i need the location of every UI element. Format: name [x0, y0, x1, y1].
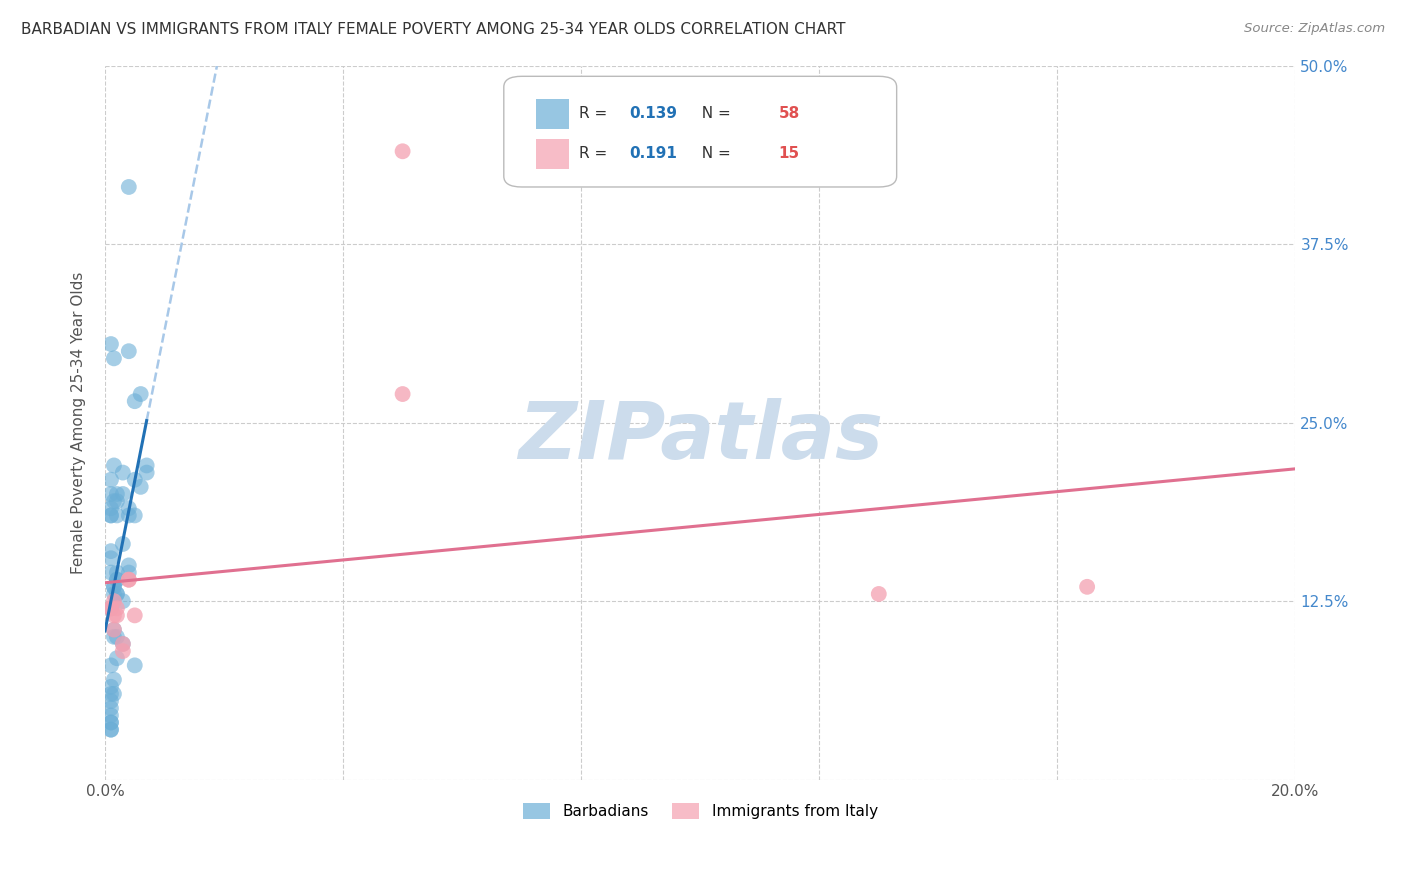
Point — [124, 608, 146, 623]
Text: 58: 58 — [779, 106, 800, 121]
Point — [103, 673, 125, 687]
Point — [129, 387, 152, 401]
Point — [124, 508, 146, 523]
Point — [111, 537, 134, 551]
Text: N =: N = — [692, 146, 735, 161]
Point — [100, 680, 122, 694]
Point — [100, 694, 122, 708]
Point — [100, 337, 122, 351]
Point — [105, 494, 128, 508]
Point — [1076, 580, 1098, 594]
Point — [100, 708, 122, 723]
Point — [111, 487, 134, 501]
Point — [868, 587, 890, 601]
Point — [111, 644, 134, 658]
Point — [100, 473, 122, 487]
Point — [100, 501, 122, 516]
Point — [105, 608, 128, 623]
Point — [105, 487, 128, 501]
Point — [105, 601, 128, 615]
Text: R =: R = — [579, 146, 612, 161]
Point — [135, 466, 157, 480]
Point — [111, 637, 134, 651]
Point — [100, 601, 122, 615]
Point — [105, 651, 128, 665]
Point — [391, 145, 413, 159]
Point — [118, 180, 141, 194]
Point — [103, 458, 125, 473]
Point — [105, 573, 128, 587]
Point — [105, 630, 128, 644]
Point — [100, 715, 122, 730]
Point — [103, 494, 125, 508]
Point — [100, 687, 122, 701]
Point — [100, 701, 122, 715]
Point — [103, 623, 125, 637]
Point — [124, 394, 146, 409]
Point — [118, 344, 141, 359]
Point — [105, 566, 128, 580]
Point — [103, 623, 125, 637]
Text: ZIPatlas: ZIPatlas — [517, 398, 883, 476]
Point — [118, 566, 141, 580]
Legend: Barbadians, Immigrants from Italy: Barbadians, Immigrants from Italy — [516, 797, 884, 825]
Text: Source: ZipAtlas.com: Source: ZipAtlas.com — [1244, 22, 1385, 36]
Point — [100, 658, 122, 673]
Point — [100, 601, 122, 615]
Point — [105, 587, 128, 601]
Point — [111, 637, 134, 651]
Point — [100, 723, 122, 737]
Point — [135, 458, 157, 473]
Y-axis label: Female Poverty Among 25-34 Year Olds: Female Poverty Among 25-34 Year Olds — [72, 271, 86, 574]
Point — [100, 487, 122, 501]
Point — [103, 580, 125, 594]
Point — [118, 573, 141, 587]
Point — [105, 508, 128, 523]
Point — [118, 508, 141, 523]
Point — [100, 551, 122, 566]
FancyBboxPatch shape — [536, 139, 569, 169]
FancyBboxPatch shape — [536, 99, 569, 128]
Point — [118, 573, 141, 587]
Text: BARBADIAN VS IMMIGRANTS FROM ITALY FEMALE POVERTY AMONG 25-34 YEAR OLDS CORRELAT: BARBADIAN VS IMMIGRANTS FROM ITALY FEMAL… — [21, 22, 845, 37]
Point — [105, 573, 128, 587]
Point — [103, 594, 125, 608]
Point — [103, 351, 125, 366]
Point — [100, 723, 122, 737]
Point — [100, 544, 122, 558]
Text: N =: N = — [692, 106, 735, 121]
Point — [129, 480, 152, 494]
Point — [118, 558, 141, 573]
Text: 0.191: 0.191 — [628, 146, 676, 161]
Point — [100, 508, 122, 523]
Point — [111, 466, 134, 480]
FancyBboxPatch shape — [503, 77, 897, 187]
Point — [124, 473, 146, 487]
Text: R =: R = — [579, 106, 612, 121]
Point — [391, 387, 413, 401]
Point — [103, 687, 125, 701]
Point — [105, 587, 128, 601]
Point — [103, 608, 125, 623]
Point — [100, 566, 122, 580]
Point — [103, 630, 125, 644]
Point — [103, 580, 125, 594]
Point — [100, 508, 122, 523]
Point — [103, 587, 125, 601]
Point — [100, 601, 122, 615]
Point — [111, 594, 134, 608]
Point — [118, 501, 141, 516]
Text: 0.139: 0.139 — [628, 106, 676, 121]
Point — [124, 658, 146, 673]
Text: 15: 15 — [779, 146, 800, 161]
Point — [100, 715, 122, 730]
